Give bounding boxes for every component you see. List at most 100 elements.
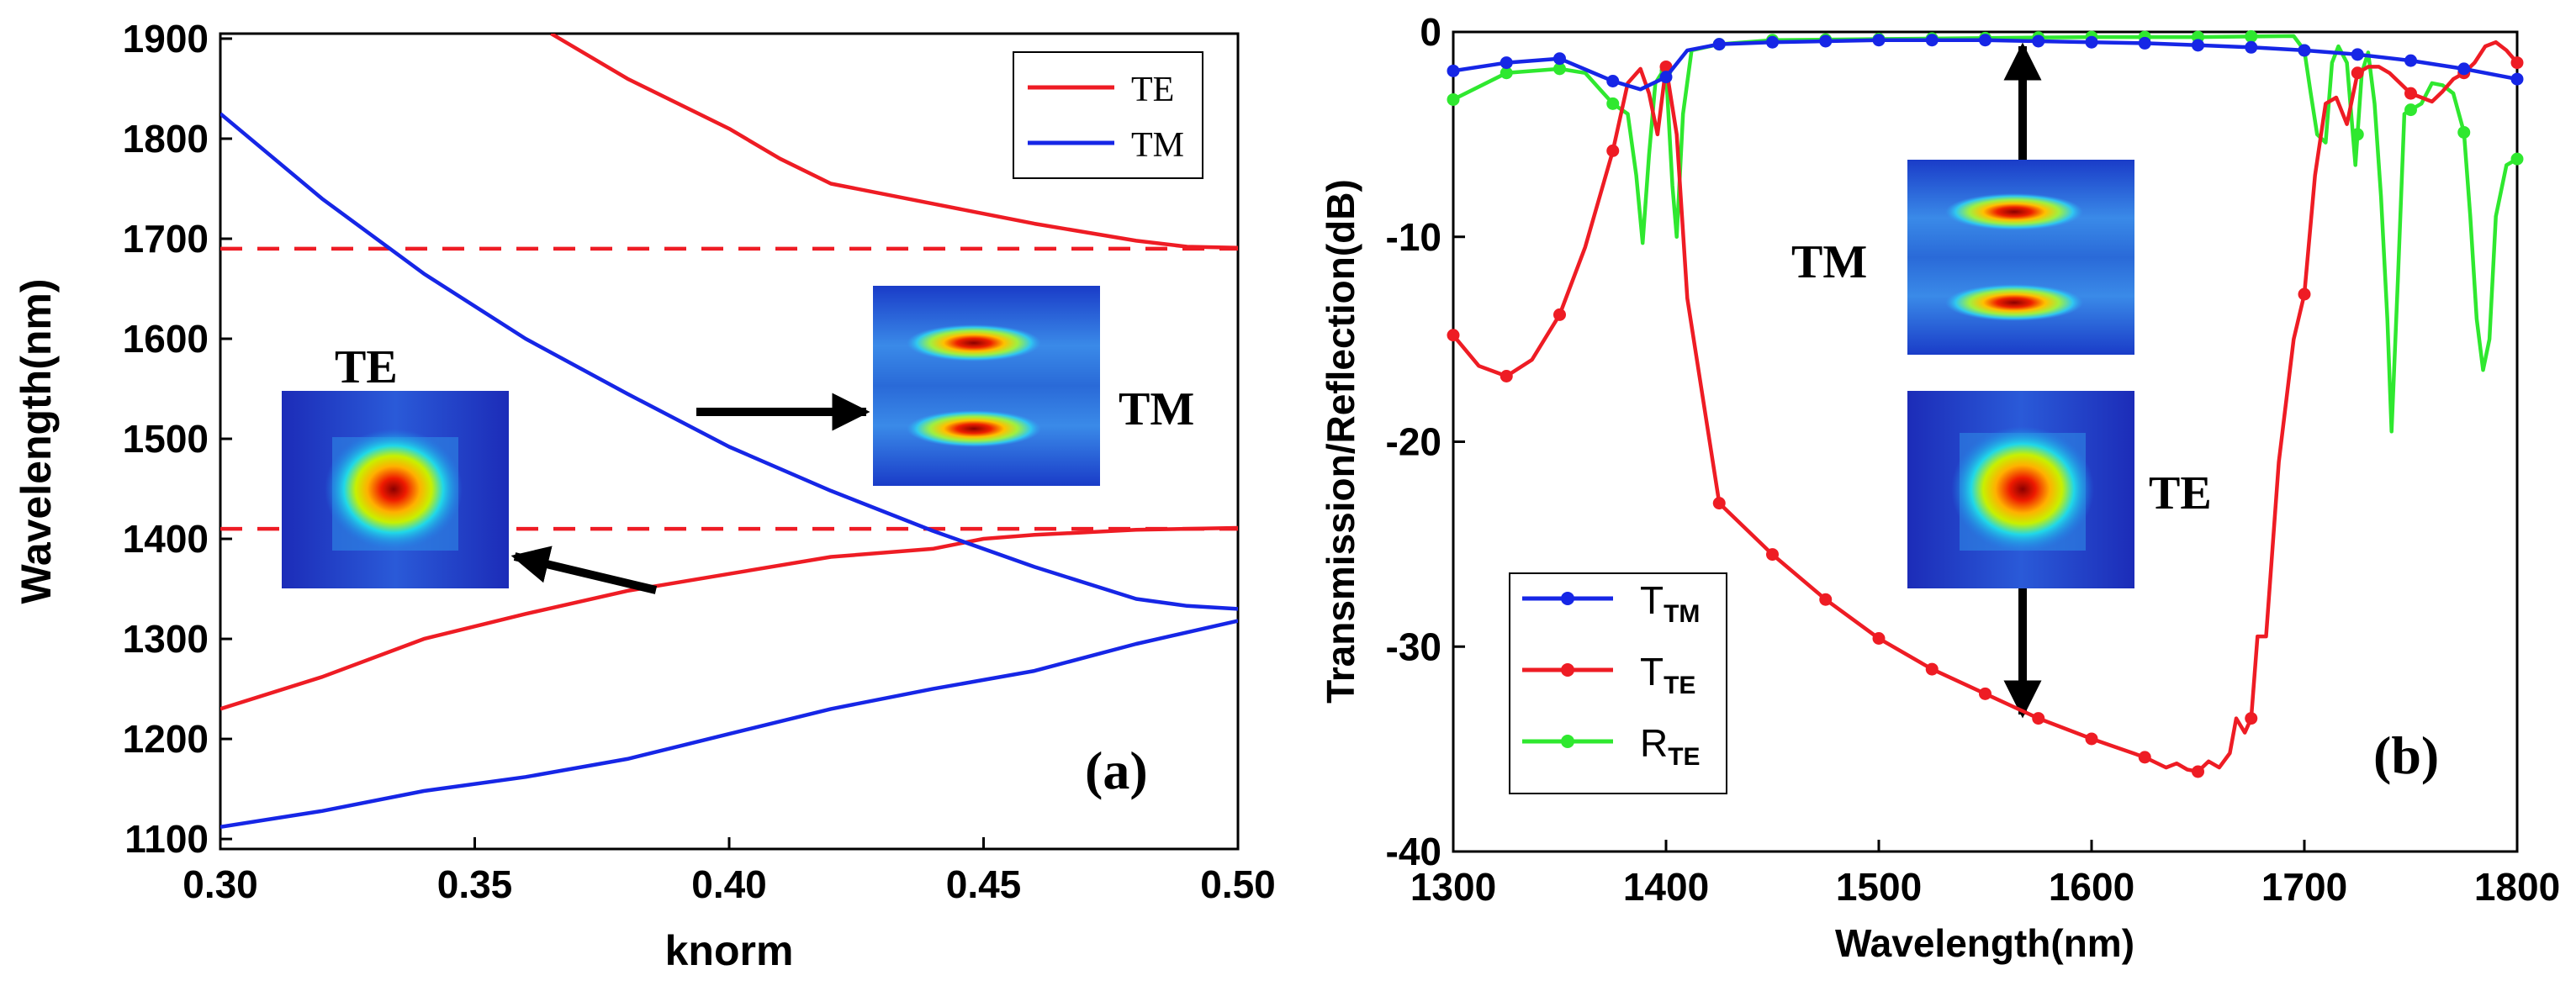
marker-b-ttm-1350 xyxy=(1553,52,1566,66)
series-a-tm-2 xyxy=(220,112,1238,611)
a-xtick-label-1: 0.35 xyxy=(437,862,513,906)
b-ytick-label-0: 0 xyxy=(1420,10,1441,54)
b-xtick-label-0: 1300 xyxy=(1410,865,1496,909)
y-axis-title-a: Wavelength(nm) xyxy=(13,278,60,604)
panel-a: 0.30 0.35 0.40 0.45 0.50 1100 1200 1300 1400 1500… xyxy=(13,17,1276,974)
marker-b-tte-1550 xyxy=(1979,687,1992,700)
legend-a-te-label: TE xyxy=(1131,71,1174,109)
series-a-te-1 xyxy=(220,525,1238,711)
marker-b-ttm-1500 xyxy=(1872,34,1886,47)
marker-b-rte-1675 xyxy=(2245,29,2258,43)
legend-b-box xyxy=(1509,572,1727,794)
te-mode-inset-b xyxy=(1907,391,2134,588)
panel-a-ticks: 0.30 0.35 0.40 0.45 0.50 1100 1200 1300 1400 1500… xyxy=(123,17,1276,906)
b-ytick-label-3: -30 xyxy=(1386,625,1441,668)
marker-b-ttm-1325 xyxy=(1500,56,1513,70)
inset-label-te-b: TE xyxy=(2149,467,2212,519)
a-ytick-label-4: 1500 xyxy=(123,417,209,461)
b-xtick-label-1: 1400 xyxy=(1623,865,1709,909)
y-axis-title-b: Transmission/Reflection(dB) xyxy=(1319,179,1362,704)
marker-b-tte-1525 xyxy=(1925,662,1939,676)
marker-b-ttm-1475 xyxy=(1819,34,1833,48)
b-xtick-label-3: 1600 xyxy=(2049,865,2134,909)
series-a-tm-3 xyxy=(220,619,1238,830)
x-axis-title-a: knorm xyxy=(665,927,794,974)
marker-b-rte-1325 xyxy=(1500,66,1513,80)
panel-b-series xyxy=(1447,29,2524,778)
marker-b-ttm-1700 xyxy=(2298,44,2311,57)
marker-b-tte-1650 xyxy=(2192,765,2204,778)
marker-b-ttm-1575 xyxy=(2032,34,2045,48)
panel-b: 1300 1400 1500 1600 1700 1800 0 -10 -20 -30 -40 TM… xyxy=(1319,10,2560,965)
marker-b-ttm-1425 xyxy=(1712,38,1726,51)
a-ytick-label-5: 1600 xyxy=(123,317,209,361)
marker-b-ttm-1625 xyxy=(2138,36,2151,50)
marker-b-tte-1350 xyxy=(1553,308,1566,321)
legend-b-ttm-label: TTM xyxy=(1640,578,1700,628)
a-ytick-label-6: 1700 xyxy=(123,217,209,261)
legend-b-tte-marker xyxy=(1561,663,1574,677)
panel-label-b: (b) xyxy=(2373,725,2439,785)
marker-b-tte-1700 xyxy=(2298,287,2311,301)
marker-b-ttm-1300 xyxy=(1447,64,1460,77)
marker-b-rte-1750 xyxy=(2404,103,2417,117)
a-xtick-label-4: 0.50 xyxy=(1200,862,1276,906)
marker-b-tte-1800 xyxy=(2510,56,2524,70)
a-ytick-label-8: 1900 xyxy=(123,17,209,61)
marker-b-ttm-1750 xyxy=(2404,54,2417,67)
marker-b-ttm-1600 xyxy=(2085,35,2098,49)
marker-b-tte-1425 xyxy=(1712,497,1726,510)
marker-b-ttm-1400 xyxy=(1659,71,1673,84)
b-ytick-label-1: -10 xyxy=(1386,215,1441,259)
marker-b-ttm-1525 xyxy=(1925,34,1939,47)
legend-a: TE TM xyxy=(1013,51,1203,179)
inset-label-tm-b: TM xyxy=(1791,236,1867,288)
marker-b-tte-1500 xyxy=(1872,632,1886,645)
inset-label-te-a: TE xyxy=(335,341,398,393)
marker-b-tte-1625 xyxy=(2138,751,2151,764)
legend-a-box xyxy=(1013,51,1203,179)
marker-b-rte-1775 xyxy=(2457,125,2471,139)
marker-b-rte-1725 xyxy=(2351,128,2364,141)
marker-b-ttm-1675 xyxy=(2245,40,2258,54)
legend-b: TTM TTE RTE xyxy=(1509,572,1727,794)
marker-b-tte-1300 xyxy=(1447,329,1460,342)
marker-b-rte-1300 xyxy=(1447,92,1460,106)
b-xtick-label-4: 1700 xyxy=(2261,865,2347,909)
panel-b-ticks: 1300 1400 1500 1600 1700 1800 0 -10 -20 -30 -40 xyxy=(1386,10,2561,909)
marker-b-tte-1400 xyxy=(1659,60,1673,73)
marker-b-tte-1475 xyxy=(1819,593,1833,606)
marker-b-tte-1375 xyxy=(1606,144,1620,157)
b-xtick-label-5: 1800 xyxy=(2474,865,2560,909)
marker-b-tte-1600 xyxy=(2085,732,2098,746)
marker-b-ttm-1725 xyxy=(2351,48,2364,61)
a-xtick-label-3: 0.45 xyxy=(946,862,1022,906)
series-a-te-0 xyxy=(550,34,1238,250)
marker-b-rte-1350 xyxy=(1553,62,1566,76)
legend-b-tte-label: TTE xyxy=(1640,650,1695,699)
marker-b-ttm-1775 xyxy=(2457,62,2471,76)
legend-a-tm-label: TM xyxy=(1131,126,1184,165)
a-ytick-label-2: 1300 xyxy=(123,617,209,661)
te-mode-inset-a xyxy=(282,391,509,588)
marker-b-ttm-1450 xyxy=(1766,35,1779,49)
a-ytick-label-1: 1200 xyxy=(123,717,209,761)
b-ytick-label-2: -20 xyxy=(1386,420,1441,464)
legend-b-ttm-marker xyxy=(1561,592,1574,605)
a-ytick-label-7: 1800 xyxy=(123,117,209,161)
panel-a-series xyxy=(220,34,1238,830)
marker-b-tte-1450 xyxy=(1766,548,1779,562)
marker-b-tte-1725 xyxy=(2351,66,2364,80)
marker-b-tte-1575 xyxy=(2032,712,2045,725)
marker-b-rte-1375 xyxy=(1606,97,1620,110)
marker-b-ttm-1800 xyxy=(2510,72,2524,86)
legend-b-rte-label: RTE xyxy=(1640,721,1701,771)
b-xtick-label-2: 1500 xyxy=(1836,865,1922,909)
a-xtick-label-0: 0.30 xyxy=(182,862,258,906)
a-ytick-label-0: 1100 xyxy=(124,817,209,861)
x-axis-title-b: Wavelength(nm) xyxy=(1835,921,2134,965)
legend-b-rte-marker xyxy=(1561,735,1574,748)
tm-mode-inset-a xyxy=(873,286,1100,486)
inset-label-tm-a: TM xyxy=(1119,383,1194,435)
